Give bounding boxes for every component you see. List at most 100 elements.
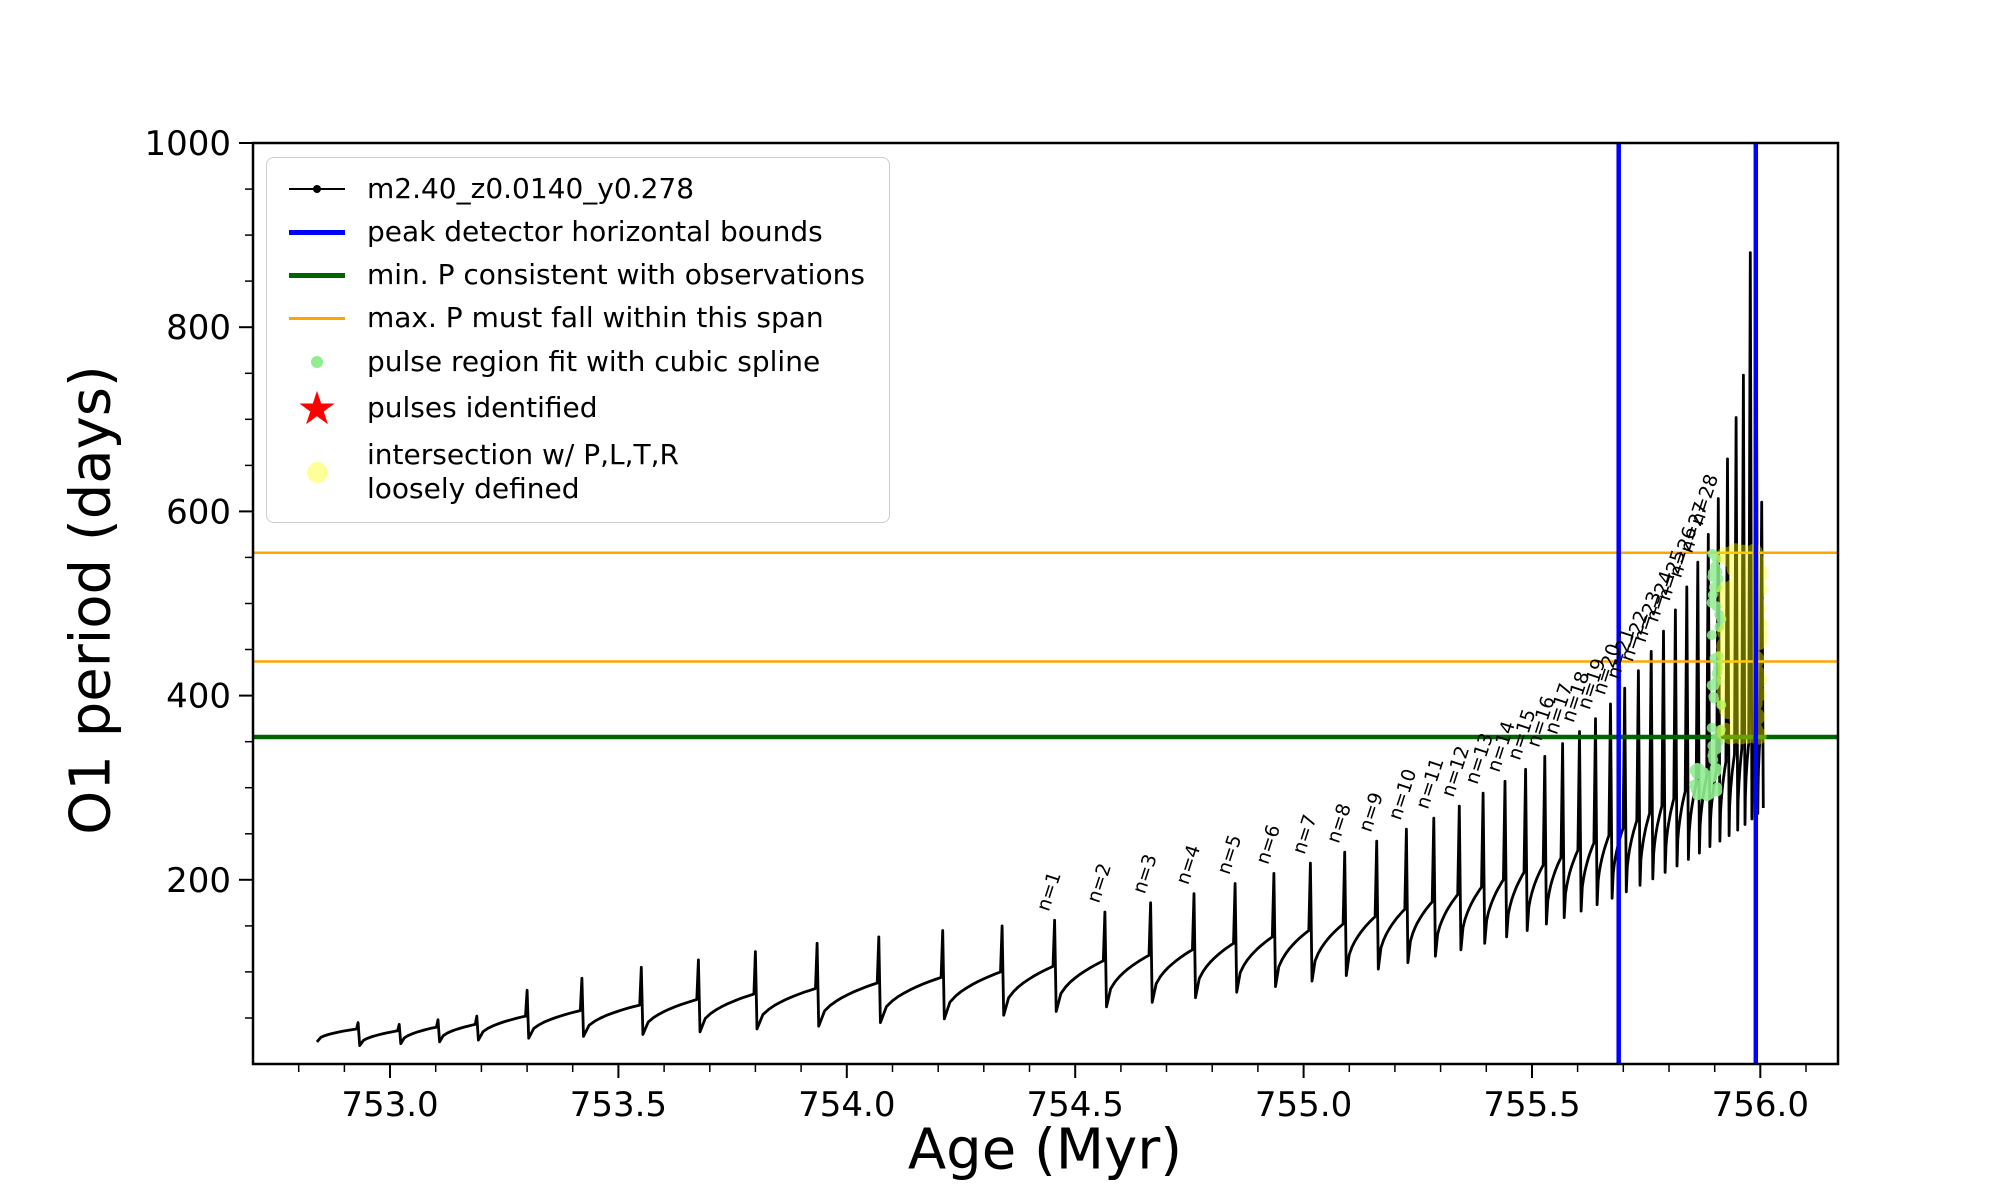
intersection-dot <box>1722 580 1740 599</box>
intersection-dot <box>1724 611 1743 630</box>
y-tick-label: 1000 <box>144 124 231 164</box>
intersection-dot <box>1726 576 1745 595</box>
spline-fit-dot <box>1706 722 1717 733</box>
intersection-dot <box>1716 670 1735 689</box>
spline-fit-dot <box>1705 770 1716 781</box>
legend-label: peak detector horizontal bounds <box>367 215 823 249</box>
intersection-dot <box>1719 644 1738 663</box>
legend-label: min. P consistent with observations <box>367 258 865 292</box>
peak-bounds-line-icon <box>285 229 349 235</box>
intersection-dot <box>1725 619 1744 638</box>
y-tick-label: 600 <box>166 492 231 532</box>
x-tick-label: 753.0 <box>341 1085 438 1125</box>
intersection-dot <box>1720 666 1738 685</box>
pulse-number-label: n=9 <box>1355 790 1388 835</box>
x-tick-label: 754.0 <box>798 1085 895 1125</box>
intersection-dot <box>1730 633 1748 652</box>
spline-fit-dot <box>1713 651 1724 662</box>
intersection-dot <box>1720 596 1739 615</box>
intersection-dot <box>1724 631 1743 649</box>
intersection-dot <box>1735 622 1754 641</box>
intersection-dot <box>1720 593 1739 612</box>
intersection-dot <box>1719 662 1738 681</box>
pulse-number-label: n=5 <box>1213 832 1246 877</box>
spline-fit-dot <box>1714 622 1725 632</box>
legend-item: ★ pulses identified <box>285 385 865 431</box>
pulse-number-label: n=7 <box>1288 812 1321 857</box>
pulse-number-label: n=1 <box>1032 869 1065 914</box>
intersection-dot <box>1731 711 1750 730</box>
spline-fit-dot <box>1716 700 1727 710</box>
spline-fit-dot <box>1708 754 1719 765</box>
intersection-dot <box>1738 698 1757 717</box>
intersection-dot <box>1723 629 1741 648</box>
intersection-dot <box>1719 697 1738 716</box>
intersection-dot <box>1717 655 1736 674</box>
intersection-dot <box>1717 662 1736 681</box>
intersection-dot <box>1723 593 1742 611</box>
legend-item: m2.40_z0.0140_y0.278 <box>285 172 865 206</box>
intersection-dot <box>1722 606 1741 624</box>
spline-fit-dot <box>1711 676 1722 687</box>
intersection-dot <box>1729 674 1748 693</box>
spline-fit-dot <box>1707 740 1718 751</box>
legend-item: max. P must fall within this span <box>285 301 865 335</box>
intersection-dot <box>1738 725 1757 744</box>
legend-label: pulses identified <box>367 391 598 425</box>
intersection-dot <box>1734 544 1753 563</box>
period-evolution-curve <box>315 251 1765 1047</box>
intersection-dot <box>1728 590 1747 609</box>
intersection-dot <box>1723 622 1742 641</box>
axes-spines <box>251 141 1840 1066</box>
intersection-dot <box>1730 598 1749 616</box>
legend-item: intersection w/ P,L,T,R loosely defined <box>285 438 865 506</box>
intersection-dot <box>1729 721 1748 740</box>
intersection-dot <box>1720 724 1739 743</box>
intersection-dot <box>1727 697 1746 716</box>
intersection-dot <box>1749 562 1768 581</box>
pulse-number-label: n=4 <box>1172 842 1205 887</box>
intersection-dot <box>1724 590 1743 609</box>
spline-fit-dot <box>1711 553 1722 564</box>
intersection-dot <box>1732 680 1751 699</box>
series-line-icon <box>285 185 349 194</box>
spline-fit-dot <box>1707 590 1718 600</box>
intersection-dot <box>1737 681 1756 700</box>
intersection-dot <box>1731 603 1749 622</box>
intersection-dot <box>1736 700 1755 719</box>
spline-fit-region-low <box>1689 762 1723 802</box>
intersection-dot <box>1730 686 1748 704</box>
intersection-dot <box>1732 567 1750 586</box>
max-period-line-icon <box>285 317 349 321</box>
y-tick-label: 400 <box>166 677 231 717</box>
intersection-dot <box>1734 717 1753 736</box>
intersection-dot <box>1719 701 1738 720</box>
intersection-dot <box>1733 645 1752 664</box>
intersection-dot <box>1719 651 1738 670</box>
intersection-dot <box>1716 637 1735 656</box>
intersection-dot <box>1737 715 1756 734</box>
intersection-dot <box>1737 654 1756 673</box>
intersection-region <box>1716 543 1768 745</box>
x-tick-label: 756.0 <box>1712 1085 1809 1125</box>
intersection-dot <box>1716 693 1735 712</box>
intersection-dot <box>1719 670 1738 689</box>
intersection-dot <box>1728 547 1747 566</box>
intersection-dot <box>1733 710 1751 728</box>
intersection-dot <box>1737 647 1756 666</box>
intersection-dot <box>1738 655 1757 673</box>
intersection-dot <box>1729 552 1748 571</box>
intersection-dot <box>1743 664 1762 683</box>
x-axis-label: Age (Myr) <box>907 1117 1183 1183</box>
pulse-number-label: n=2 <box>1083 861 1116 906</box>
intersection-dot <box>1717 659 1736 678</box>
intersection-dot <box>1719 643 1738 662</box>
intersection-dot <box>1732 544 1751 563</box>
spline-fit-dot <box>1712 667 1723 678</box>
intersection-dot <box>1726 557 1745 576</box>
spline-fit-region-strip <box>1706 548 1727 765</box>
intersection-dot <box>1734 683 1752 702</box>
intersection-dot <box>1736 654 1755 673</box>
spline-fit-dot-icon <box>285 355 349 368</box>
spline-fit-dot <box>1710 732 1721 743</box>
